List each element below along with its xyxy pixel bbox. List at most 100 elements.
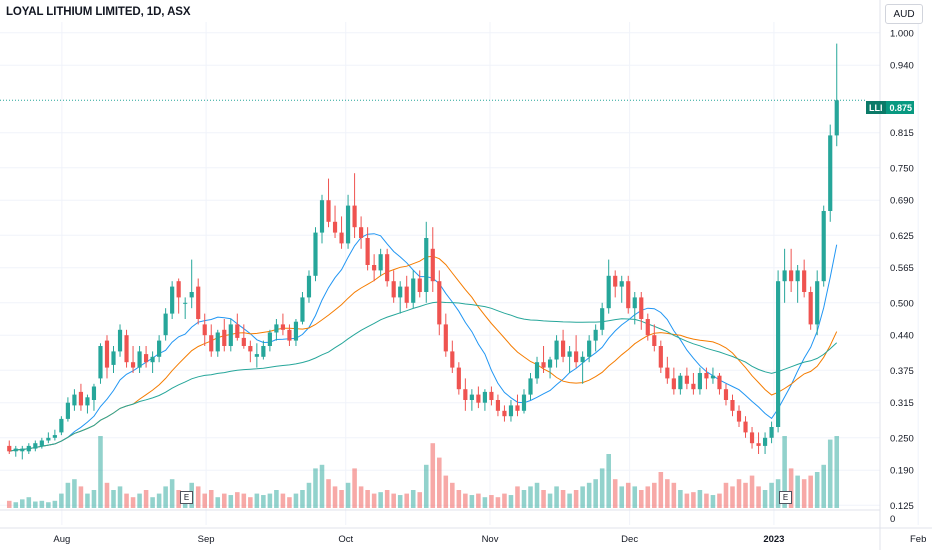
volume-bar (586, 482, 592, 508)
volume-bar (463, 493, 468, 508)
volume-bar (534, 482, 540, 508)
candle-body (834, 100, 839, 136)
volume-bar (91, 490, 97, 508)
candle-body (574, 351, 579, 363)
volume-bar (437, 457, 442, 508)
volume-bar (495, 497, 501, 508)
x-tick-label: Nov (482, 534, 499, 545)
candle-body (469, 394, 474, 400)
volume-bar (326, 479, 331, 508)
candle-body (613, 275, 618, 287)
volume-bar (391, 493, 396, 508)
volume-bar (280, 493, 286, 508)
candle-body (26, 445, 31, 452)
volume-bar (358, 486, 364, 508)
earnings-marker-icon[interactable]: E (180, 491, 193, 504)
earnings-marker-icon[interactable]: E (779, 491, 792, 504)
volume-bar (671, 482, 677, 508)
candle-body (430, 248, 435, 282)
x-tick-label: Oct (338, 534, 353, 545)
candle-body (332, 221, 338, 233)
candle-body (261, 346, 266, 357)
volume-bar (593, 479, 598, 508)
candle-body (345, 205, 351, 244)
volume-bar (769, 482, 774, 508)
volume-bar (606, 454, 611, 508)
volume-bar (274, 490, 279, 508)
candle-body (130, 362, 136, 368)
volume-bar (130, 497, 136, 508)
volume-bar (469, 495, 475, 508)
volume-bar (788, 468, 794, 508)
volume-bar (313, 468, 318, 508)
volume-bar (580, 486, 585, 508)
candle-body (502, 410, 507, 417)
x-tick-label: Dec (621, 534, 638, 545)
candle-body (391, 281, 396, 298)
candle-body (85, 397, 90, 406)
volume-bar (39, 500, 45, 508)
volume-bar (821, 464, 826, 508)
candle-body (306, 275, 312, 298)
volume-bar (554, 486, 559, 508)
candle-body (795, 270, 800, 282)
candle-body (743, 421, 748, 433)
candle-body (443, 324, 448, 352)
y-tick-label: 0.190 (890, 466, 914, 477)
last-price-value: 0.875 (889, 102, 913, 113)
volume-bar (756, 486, 761, 508)
volume-bar (619, 486, 625, 508)
volume-bar (176, 490, 181, 508)
candle-body (365, 238, 370, 265)
volume-bar (221, 493, 227, 508)
candle-body (802, 270, 807, 292)
volume-bar (163, 486, 168, 508)
candle-body (352, 205, 357, 228)
candle-body (678, 375, 683, 390)
volume-bar (195, 486, 201, 508)
candle-body (378, 254, 383, 271)
candle-body (65, 402, 70, 419)
y-tick-label: 0.250 (890, 433, 914, 444)
candle-body (567, 351, 572, 357)
volume-bar (111, 490, 116, 508)
candle-body (808, 292, 813, 325)
volume-bar (665, 479, 670, 508)
volume-bar (508, 495, 514, 508)
y-tick-label: 0.500 (890, 298, 914, 309)
candle-body (254, 354, 259, 357)
candle-body (13, 448, 18, 452)
volume-bar (59, 493, 64, 508)
volume-bar (124, 493, 129, 508)
volume-bar (254, 493, 260, 508)
volume-bar (560, 490, 566, 508)
volume-bar (6, 500, 12, 508)
candle-body (541, 362, 546, 368)
moving-average-line (9, 233, 838, 452)
volume-bar (599, 468, 605, 508)
volume-bar (749, 475, 755, 508)
volume-bar (215, 497, 221, 508)
volume-bar (834, 436, 840, 508)
candle-body (144, 354, 149, 363)
volume-bar (228, 495, 234, 508)
candle-body (593, 329, 598, 341)
volume-bar (98, 436, 103, 508)
candle-body (398, 286, 403, 298)
currency-button[interactable]: AUD (885, 4, 923, 24)
volume-bar (775, 479, 781, 508)
volume-bar (736, 479, 742, 508)
candle-body (411, 278, 416, 303)
candle-body (287, 329, 292, 341)
volume-bar (443, 475, 449, 508)
volume-bar (46, 502, 51, 508)
candle-body (222, 329, 227, 346)
volume-bar (502, 493, 507, 508)
volume-bar (625, 482, 631, 508)
candle-body (456, 367, 461, 390)
y-tick-label: 0.375 (890, 366, 914, 377)
volume-bar (397, 495, 403, 508)
candle-body (117, 329, 123, 352)
candle-body (815, 281, 820, 325)
